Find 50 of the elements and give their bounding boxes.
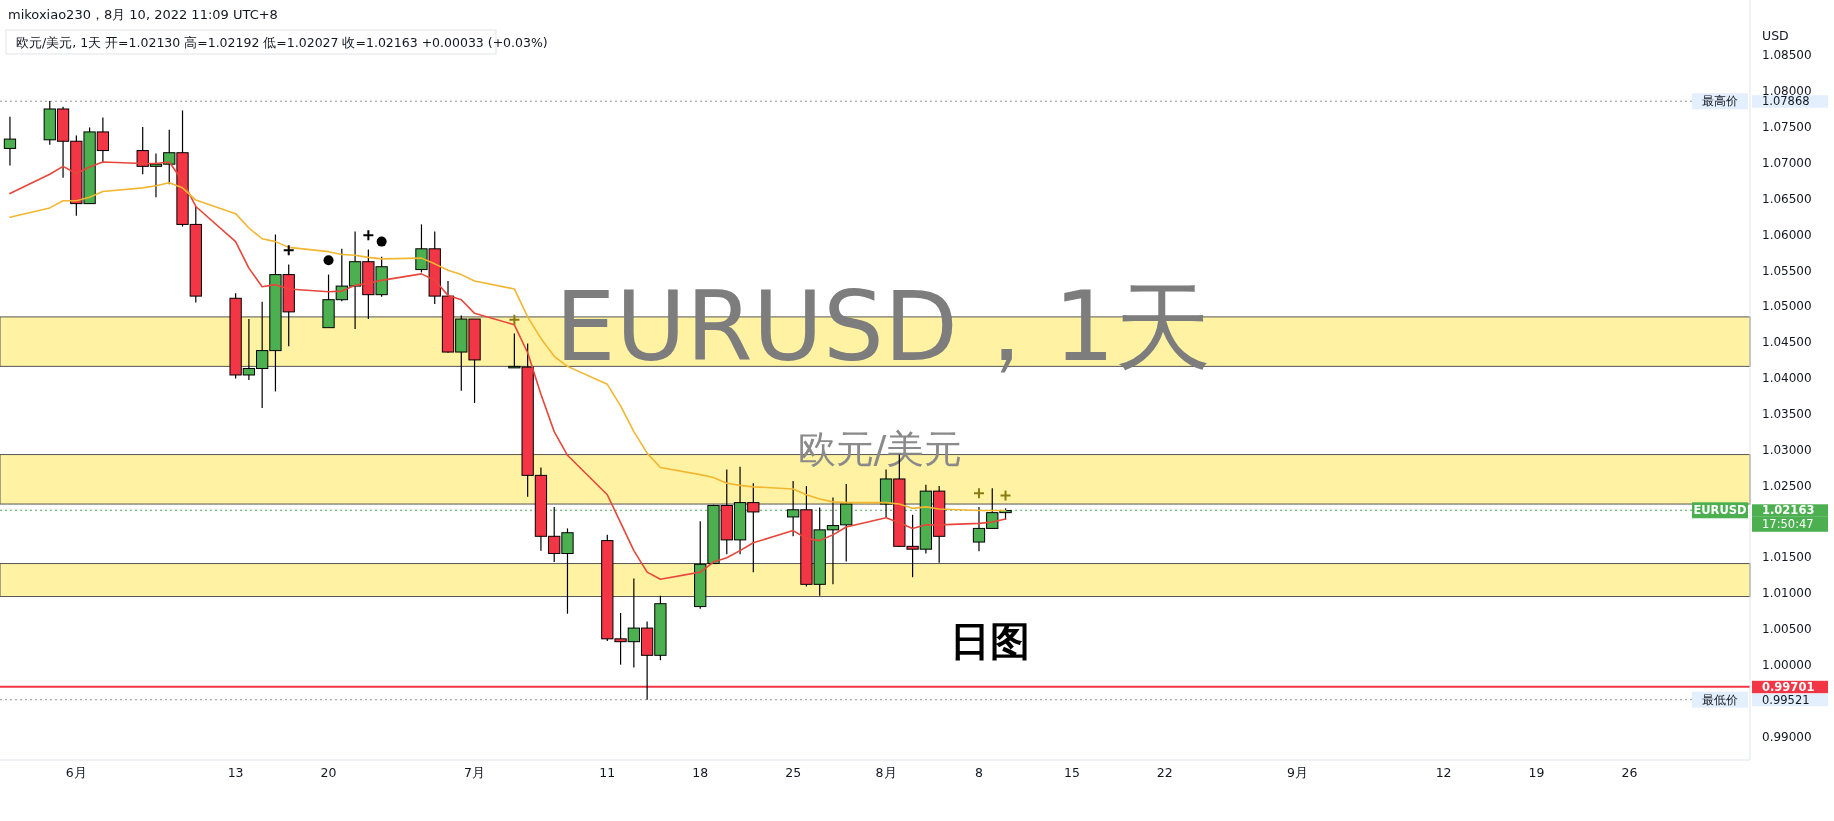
text: 1.02163	[1762, 503, 1815, 518]
text: 0.99701	[1762, 679, 1815, 694]
y-tick-label: 1.08500	[1762, 48, 1812, 63]
y-tick-label: 1.07000	[1762, 155, 1812, 170]
y-tick-label: 1.04500	[1762, 335, 1812, 350]
y-tick-label: 1.03000	[1762, 442, 1812, 457]
x-tick-label: 20	[320, 765, 337, 780]
point	[362, 229, 375, 242]
y-tick-label: 1.05000	[1762, 299, 1812, 314]
ref-line-label: EURUSD	[1693, 503, 1747, 518]
text: 0.99521	[1762, 692, 1810, 707]
x-tick-label: 22	[1156, 765, 1173, 780]
text: 欧元/美元, 1天 开=1.02130 高=1.02192 低=1.02027 收=1.02163 +0.00033 (+0.03%)	[16, 35, 548, 50]
y-tick-label: 1.00500	[1762, 622, 1812, 637]
ref-line-label: 最低价	[1702, 692, 1738, 707]
point	[282, 244, 295, 257]
y-tick-label: 1.02500	[1762, 478, 1812, 493]
y-tick-label: 1.06000	[1762, 227, 1812, 242]
point	[508, 313, 521, 326]
point	[323, 255, 334, 266]
x-tick-label: 11	[599, 765, 616, 780]
x-tick-label: 6月	[65, 765, 87, 780]
annotation: 日图	[950, 618, 1030, 664]
x-tick-label: 9月	[1287, 765, 1309, 780]
x-tick-label: 26	[1621, 765, 1638, 780]
y-tick-label: 1.05500	[1762, 263, 1812, 278]
y-tick-label: 1.03500	[1762, 406, 1812, 421]
x-tick-label: 8	[975, 765, 984, 780]
x-tick-label: 19	[1528, 765, 1545, 780]
point	[376, 236, 387, 247]
y-tick-label: 1.01500	[1762, 550, 1812, 565]
text: 1.07868	[1762, 94, 1810, 109]
y-tick-label: 1.04000	[1762, 371, 1812, 386]
y-axis-title: USD	[1762, 28, 1789, 43]
text: 17:50:47	[1762, 517, 1814, 532]
x-tick-label: 13	[227, 765, 244, 780]
y-tick-label: 0.99000	[1762, 729, 1812, 744]
x-tick-label: 7月	[464, 765, 486, 780]
y-tick-label: 1.01000	[1762, 586, 1812, 601]
x-tick-label: 18	[692, 765, 709, 780]
x-tick-label: 8月	[875, 765, 897, 780]
y-tick-label: 1.07500	[1762, 120, 1812, 135]
y-tick-label: 1.00000	[1762, 657, 1812, 672]
text: mikoxiao230，8月 10, 2022 11:09 UTC+8	[8, 7, 278, 22]
x-tick-label: 15	[1063, 765, 1080, 780]
x-tick-label: 12	[1435, 765, 1452, 780]
x-tick-label: 25	[785, 765, 802, 780]
point	[999, 489, 1012, 502]
y-tick-label: 1.06500	[1762, 191, 1812, 206]
ref-line-label: 最高价	[1702, 94, 1738, 109]
